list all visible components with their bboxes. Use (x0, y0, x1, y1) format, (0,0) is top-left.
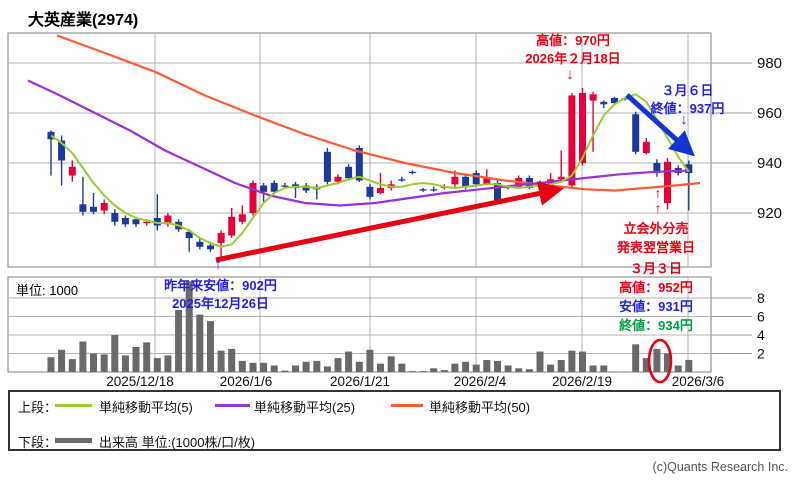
page-title: 大英産業(2974) (28, 12, 139, 29)
annotation-offering-line5: 安値：931円 (619, 299, 693, 314)
svg-text:2: 2 (757, 346, 765, 362)
annotation-offering: 立会外分売 発表翌営業日 ３月３日 高値：952円 安値：931円 終値：934… (580, 219, 732, 335)
volume-unit-label: 単位: 1000 (16, 283, 79, 298)
annotation-offering-line6: 終値：934円 (619, 318, 693, 333)
svg-text:960: 960 (757, 105, 782, 122)
annotation-high-line2: 2026年２月18日 (525, 51, 621, 66)
annotation-year-low-line1: 昨年来安値：902円 (164, 278, 277, 293)
svg-text:2026/1/6: 2026/1/6 (220, 374, 273, 389)
annotation-year-low-line2: 2025年12月26日 (172, 296, 269, 311)
svg-text:2026/1/21: 2026/1/21 (330, 374, 390, 389)
volume-bar-swatch-icon (55, 438, 92, 443)
svg-text:920: 920 (757, 205, 782, 222)
annotation-high-line1: 高値：970円 (536, 33, 610, 48)
svg-text:980: 980 (757, 55, 782, 72)
legend-lower-label: 下段： (18, 435, 58, 450)
annotation-offering-line3: ３月３日 (629, 261, 682, 276)
up-arrow-icon: ↑ (654, 185, 662, 201)
legend-upper-label: 上段： (18, 400, 58, 415)
down-arrow-icon: ↓ (680, 126, 688, 142)
svg-text:2026/3/6: 2026/3/6 (672, 374, 725, 389)
down-arrow-icon: ↓ (680, 111, 688, 127)
annotation-march6-line1: ３月６日 (661, 83, 714, 98)
annotation-year-low: 昨年来安値：902円 2025年12月26日 (138, 277, 303, 313)
copyright-text: (c)Quants Research Inc. (652, 460, 788, 474)
up-arrow-icon: ↑ (654, 200, 662, 216)
annotation-march6-close: ３月６日 終値：937円 (615, 82, 760, 118)
svg-text:6: 6 (757, 309, 765, 325)
ma5-line-swatch-icon (55, 404, 92, 407)
svg-text:8: 8 (757, 290, 765, 306)
annotation-high-price: 高値：970円 2026年２月18日 (493, 32, 653, 68)
ma50-line-swatch-icon (391, 404, 423, 407)
svg-text:2025/12/18: 2025/12/18 (106, 374, 174, 389)
annotation-march6-line2: 終値：937円 (650, 101, 725, 116)
ma25-line-swatch-icon (215, 404, 250, 407)
legend-ma5-label: 単純移動平均(5) (99, 400, 193, 415)
legend-ma50-label: 単純移動平均(50) (429, 400, 531, 415)
svg-text:4: 4 (757, 327, 765, 343)
legend-volume-label: 出来高 単位:(1000株/口/枚) (99, 435, 256, 450)
svg-text:2026/2/4: 2026/2/4 (454, 374, 507, 389)
annotation-offering-line1: 立会外分売 (623, 221, 689, 236)
annotation-offering-line2: 発表翌営業日 (616, 240, 695, 255)
up-arrow-icon: ↑ (214, 256, 222, 273)
legend-ma25-label: 単純移動平均(25) (254, 400, 356, 415)
svg-text:2026/2/19: 2026/2/19 (552, 374, 612, 389)
legend-box (8, 390, 781, 451)
svg-text:940: 940 (757, 155, 782, 172)
down-arrow-icon: ↓ (566, 66, 574, 83)
annotation-offering-line4: 高値：952円 (619, 280, 693, 295)
